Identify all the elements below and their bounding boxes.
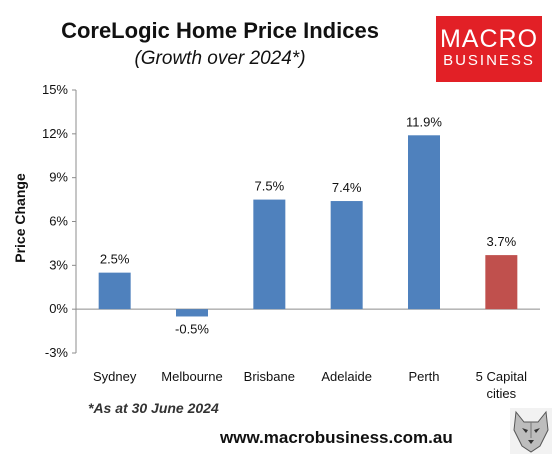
bar	[253, 199, 286, 310]
y-tick-label: 0%	[49, 301, 68, 316]
data-label: 7.4%	[332, 180, 362, 195]
x-tick-label: Melbourne	[161, 369, 222, 384]
bar	[98, 272, 131, 310]
data-label: -0.5%	[175, 321, 209, 336]
bar	[408, 135, 440, 310]
logo-line2: BUSINESS	[443, 52, 535, 69]
bar	[485, 255, 518, 310]
y-tick-label: 6%	[49, 214, 68, 229]
chart-title: CoreLogic Home Price Indices	[61, 18, 379, 43]
logo-line1: MACRO	[439, 25, 539, 53]
wolf-head-icon	[510, 408, 552, 454]
macrobusiness-logo: MACRO BUSINESS	[436, 16, 542, 82]
x-tick-label: 5 Capital	[476, 369, 527, 384]
data-label: 7.5%	[255, 179, 285, 194]
y-tick-label: 12%	[42, 126, 68, 141]
x-tick-label: Adelaide	[321, 369, 372, 384]
bar	[176, 309, 208, 317]
website-url[interactable]: www.macrobusiness.com.au	[220, 428, 453, 447]
data-label: 11.9%	[406, 114, 442, 129]
y-tick-label: 9%	[49, 170, 68, 185]
bar	[330, 201, 363, 310]
chart-subtitle: (Growth over 2024*)	[134, 48, 306, 69]
footnote: *As at 30 June 2024	[88, 400, 219, 416]
data-label: 3.7%	[487, 234, 517, 249]
x-tick-label: cities	[487, 386, 517, 401]
x-tick-label: Brisbane	[244, 369, 295, 384]
y-tick-label: 15%	[42, 82, 68, 97]
x-tick-label: Perth	[408, 369, 439, 384]
data-label: 2.5%	[100, 252, 130, 267]
y-tick-label: -3%	[45, 345, 69, 360]
y-tick-label: 3%	[49, 257, 68, 272]
x-tick-label: Sydney	[93, 369, 137, 384]
